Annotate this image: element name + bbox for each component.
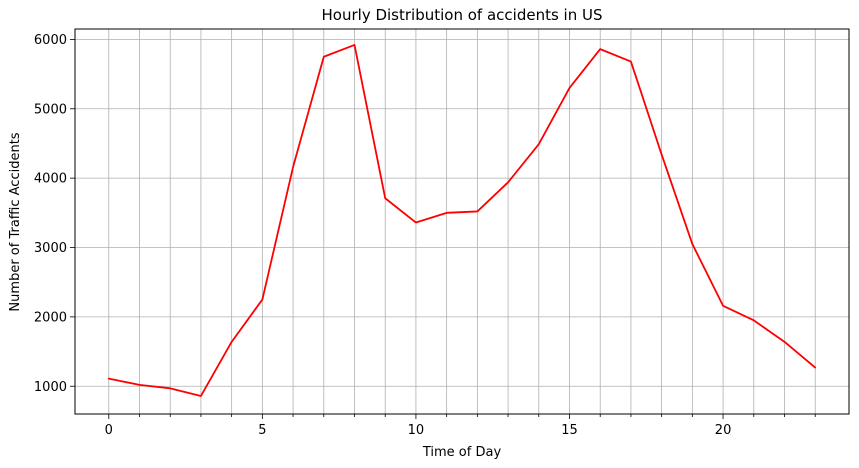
y-tick-label: 6000 xyxy=(34,33,67,48)
data-point xyxy=(384,197,386,199)
data-point xyxy=(783,341,785,343)
data-point xyxy=(814,366,816,368)
y-tick-label: 2000 xyxy=(34,310,67,325)
y-tick-label: 4000 xyxy=(34,172,67,187)
data-point xyxy=(415,221,417,223)
data-point xyxy=(353,44,355,46)
y-tick-label: 5000 xyxy=(34,102,67,117)
data-point xyxy=(476,210,478,212)
data-point xyxy=(230,341,232,343)
data-point xyxy=(323,56,325,58)
data-point xyxy=(200,395,202,397)
data-point xyxy=(568,87,570,89)
y-tick-label: 3000 xyxy=(34,241,67,256)
data-point xyxy=(108,377,110,379)
labels-layer: 0 5 10 15 20 1000 2000 3000 4000 5000 6000 xyxy=(34,33,731,438)
data-point xyxy=(660,153,662,155)
data-point xyxy=(261,298,263,300)
y-axis-label: Number of Traffic Accidents xyxy=(8,132,23,311)
x-axis-label: Time of Day xyxy=(422,445,502,460)
data-point xyxy=(138,384,140,386)
data-point xyxy=(169,387,171,389)
grid-layer xyxy=(75,29,849,414)
data-point xyxy=(538,143,540,145)
y-tick-label: 1000 xyxy=(34,380,67,395)
ticks-layer xyxy=(70,39,816,419)
chart-title: Hourly Distribution of accidents in US xyxy=(322,6,603,24)
data-point xyxy=(753,319,755,321)
x-tick-label: 10 xyxy=(408,423,425,438)
axes-layer xyxy=(74,28,850,415)
plot-frame xyxy=(74,28,850,415)
data-point xyxy=(507,181,509,183)
data-point xyxy=(691,243,693,245)
series-layer xyxy=(107,44,817,397)
data-point xyxy=(292,166,294,168)
x-tick-label: 5 xyxy=(258,423,266,438)
data-point xyxy=(722,305,724,307)
series-line xyxy=(107,44,817,397)
x-tick-label: 20 xyxy=(715,423,732,438)
x-tick-label: 15 xyxy=(561,423,578,438)
data-point xyxy=(599,48,601,50)
data-point xyxy=(630,60,632,62)
data-point xyxy=(445,212,447,214)
x-tick-label: 0 xyxy=(105,423,113,438)
